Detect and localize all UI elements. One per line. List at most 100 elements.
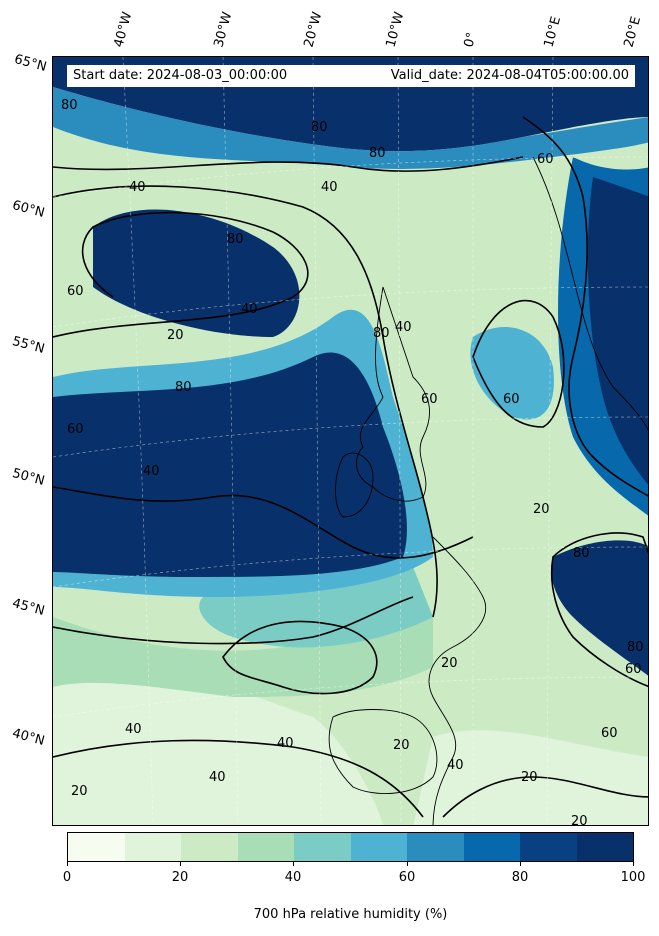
contour-label: 20 [71, 784, 88, 799]
graticule-line [312, 57, 322, 825]
colorbar-swatch [350, 833, 407, 861]
colorbar-tick [633, 862, 634, 866]
lon-label-30w: 30°W [211, 10, 236, 49]
lon-label-40w: 40°W [111, 10, 136, 49]
colorbar [67, 832, 634, 862]
lat-label-50n: 50°N [10, 466, 47, 489]
contour-label: 60 [537, 152, 554, 167]
rh-band-moist-southeast [551, 540, 648, 676]
colorbar-tick [407, 862, 408, 866]
colorbar-swatch [68, 833, 125, 861]
rh-band-teal-central [199, 567, 433, 648]
contour-line-3 [53, 486, 474, 559]
colorbar-swatch [294, 833, 351, 861]
lat-label-60n: 60°N [10, 198, 47, 221]
contour-line-4 [53, 596, 414, 645]
contour-label: 20 [441, 656, 458, 671]
graticule-line [53, 416, 648, 458]
contour-label: 40 [143, 464, 160, 479]
contour-label: 80 [175, 380, 192, 395]
contour-label: 80 [311, 120, 328, 135]
colorbar-tick-label: 0 [62, 870, 72, 885]
graticule-line [53, 286, 648, 328]
graticule [53, 57, 648, 825]
colorbar-tick-label: 20 [171, 870, 189, 885]
contour-line-5 [222, 620, 378, 695]
colorbar-tick [180, 862, 181, 866]
graticule-line [53, 546, 648, 588]
contour-line-11 [53, 156, 524, 172]
contour-line-7 [472, 299, 565, 428]
rh-band-moist-north-2 [53, 87, 648, 169]
contour-label: 80 [227, 232, 244, 247]
colorbar-swatch [463, 833, 520, 861]
contour-label: 60 [503, 392, 520, 407]
map-panel: 80 80 60 80 40 40 80 60 20 40 80 60 80 4… [52, 56, 649, 826]
coastline-iberia [328, 709, 438, 795]
contour-label: 60 [421, 392, 438, 407]
lat-label-65n: 65°N [12, 52, 49, 75]
coastline-ireland [335, 452, 374, 518]
lon-label-20e: 20°E [621, 14, 645, 50]
contour-label: 40 [395, 320, 412, 335]
contour-lines [53, 116, 648, 818]
contour-label: 80 [627, 640, 644, 655]
coastline-europe-mainland [428, 536, 487, 825]
contour-label: 20 [533, 502, 550, 517]
contour-label: 60 [67, 422, 84, 437]
contour-label: 20 [521, 770, 538, 785]
contour-line-2 [53, 211, 309, 338]
contour-label: 40 [129, 180, 146, 195]
lon-label-10w: 10°W [383, 10, 408, 49]
contour-label: 40 [447, 758, 464, 773]
contour-label: 40 [277, 736, 294, 751]
contour-label: 40 [209, 770, 226, 785]
contour-label: 40 [241, 302, 258, 317]
colorbar-swatch [124, 833, 181, 861]
contour-label: 20 [167, 328, 184, 343]
graticule-line [53, 676, 648, 718]
contour-line-8 [522, 116, 648, 497]
contour-line-10 [442, 776, 648, 818]
colorbar-swatch [181, 833, 238, 861]
contour-label: 20 [393, 738, 410, 753]
contour-label: 60 [601, 726, 618, 741]
lat-label-45n: 45°N [10, 596, 47, 619]
colorbar-tick-label: 60 [398, 870, 416, 885]
graticule-line [546, 57, 554, 825]
colorbar-swatch [237, 833, 294, 861]
coastline-british-isles [356, 286, 430, 502]
graticule-line [53, 156, 648, 198]
contour-label: 60 [625, 662, 642, 677]
contour-label: 80 [573, 546, 590, 561]
humidity-map: 80 80 60 80 40 40 80 60 20 40 80 60 80 4… [53, 57, 648, 826]
valid-date-label: Valid_date: 2024-08-04T05:00:00.00 [390, 68, 629, 83]
rh-band-lobe-nw [93, 209, 300, 337]
colorbar-swatch [576, 833, 633, 861]
graticule-line [222, 57, 239, 825]
contour-line-9 [550, 532, 648, 688]
coastline-scandinavia [532, 156, 648, 432]
contour-label: 80 [373, 326, 390, 341]
coastlines [328, 156, 648, 825]
info-box: Start date: 2024-08-03_00:00:00 Valid_da… [67, 65, 635, 87]
colorbar-swatch [520, 833, 577, 861]
contour-label: 40 [321, 180, 338, 195]
contour-label: 60 [67, 284, 84, 299]
colorbar-tick-label: 100 [620, 870, 646, 885]
colorbar-swatch [407, 833, 464, 861]
contour-label: 40 [125, 722, 142, 737]
contour-label: 20 [571, 814, 588, 826]
colorbar-tick [520, 862, 521, 866]
graticule-line [397, 57, 402, 825]
contour-label: 80 [369, 146, 386, 161]
contour-line-1 [53, 185, 438, 618]
colorbar-tick [293, 862, 294, 866]
contour-line-6 [53, 739, 424, 818]
rh-band-north-sea-patch [470, 327, 554, 420]
start-date-label: Start date: 2024-08-03_00:00:00 [73, 68, 288, 83]
colorbar-tick-label: 80 [511, 870, 529, 885]
lon-label-20w: 20°W [301, 10, 326, 49]
colorbar-tick [67, 862, 68, 866]
lon-label-10e: 10°E [541, 14, 565, 50]
